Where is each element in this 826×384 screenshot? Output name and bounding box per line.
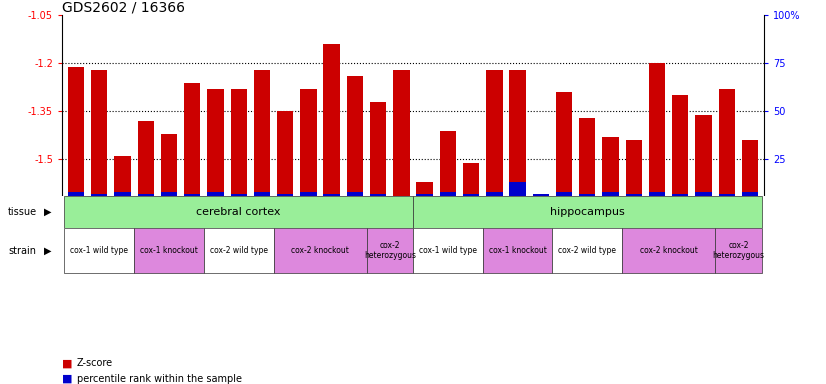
Text: tissue: tissue [8,207,37,217]
Bar [510,182,526,207]
Bar [649,63,665,207]
Bar [393,70,410,207]
Text: cox-2
heterozygous: cox-2 heterozygous [363,241,415,260]
Bar [207,192,224,207]
Bar [672,95,689,207]
Bar [370,102,387,207]
Text: cox-1 knockout: cox-1 knockout [140,246,198,255]
Bar [463,194,479,207]
Text: ■: ■ [62,374,73,384]
Bar [556,192,572,207]
Bar [184,194,200,207]
Bar [137,194,154,207]
Text: hippocampus: hippocampus [550,207,624,217]
Text: cox-2
heterozygous: cox-2 heterozygous [713,241,765,260]
Text: GDS2602 / 16366: GDS2602 / 16366 [62,0,185,14]
Text: ▶: ▶ [44,207,51,217]
Bar [254,192,270,207]
Bar [161,192,177,207]
Text: cox-1 knockout: cox-1 knockout [489,246,547,255]
Bar [347,192,363,207]
Bar [626,194,642,207]
Text: cox-2 knockout: cox-2 knockout [640,246,698,255]
Bar [416,182,433,207]
Bar [114,192,131,207]
Bar [300,192,316,207]
Bar [393,202,410,207]
Bar [719,194,735,207]
Bar [277,194,293,207]
Bar [695,192,712,207]
Text: cox-2 knockout: cox-2 knockout [291,246,349,255]
Bar [277,111,293,207]
Text: cox-2 wild type: cox-2 wild type [210,246,268,255]
Text: cerebral cortex: cerebral cortex [197,207,281,217]
Text: percentile rank within the sample: percentile rank within the sample [77,374,242,384]
Bar [439,131,456,207]
Bar [184,83,200,207]
Bar [254,70,270,207]
Text: ▶: ▶ [44,245,51,256]
Bar [324,194,339,207]
Text: ■: ■ [62,358,73,368]
Bar [300,89,316,207]
Text: cox-1 wild type: cox-1 wild type [70,246,128,255]
Bar [742,192,758,207]
Bar [463,162,479,207]
Bar [579,194,596,207]
Text: Z-score: Z-score [77,358,113,368]
Bar [91,194,107,207]
Bar [439,192,456,207]
Bar [324,44,339,207]
Bar [230,89,247,207]
Bar [672,194,689,207]
Bar [416,194,433,207]
Bar [510,70,526,207]
Bar [602,137,619,207]
Bar [533,194,549,207]
Bar [370,194,387,207]
Bar [602,192,619,207]
Bar [487,70,502,207]
Bar [137,121,154,207]
Text: cox-1 wild type: cox-1 wild type [419,246,477,255]
Bar [533,201,549,207]
Bar [347,76,363,207]
Bar [68,66,84,207]
Bar [230,194,247,207]
Bar [649,192,665,207]
Bar [556,92,572,207]
Bar [68,192,84,207]
Bar [719,89,735,207]
Bar [579,118,596,207]
Bar [487,192,502,207]
Bar [114,156,131,207]
Text: cox-2 wild type: cox-2 wild type [558,246,616,255]
Bar [742,140,758,207]
Bar [626,140,642,207]
Text: strain: strain [8,245,36,256]
Bar [91,70,107,207]
Bar [207,89,224,207]
Bar [695,114,712,207]
Bar [161,134,177,207]
